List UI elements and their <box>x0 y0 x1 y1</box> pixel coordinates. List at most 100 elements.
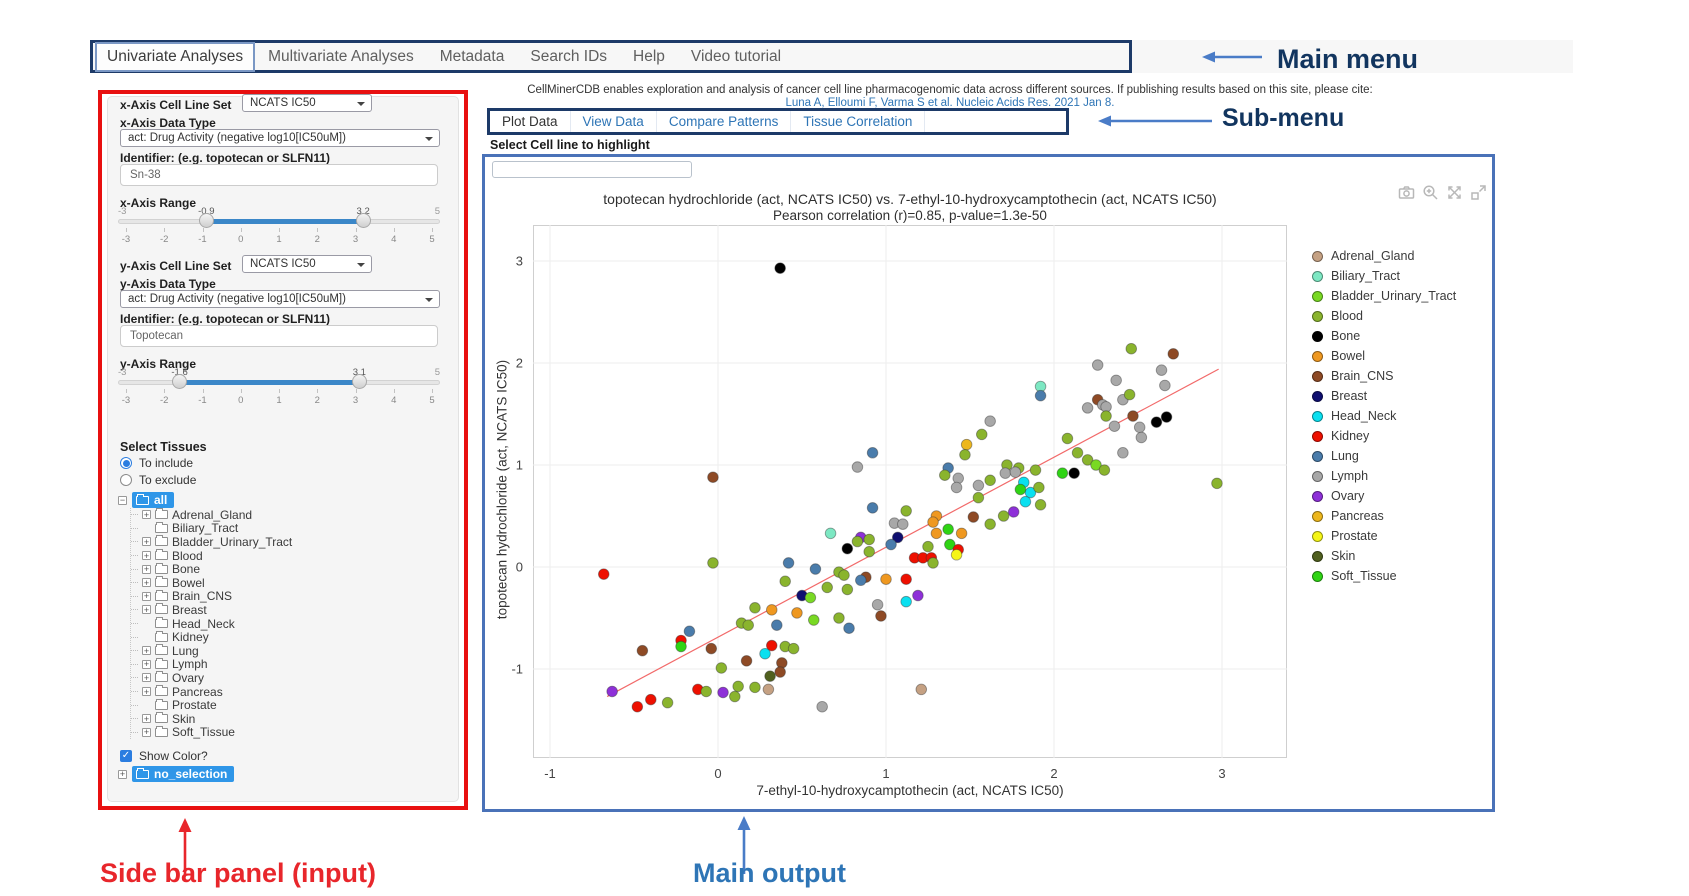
data-point[interactable] <box>900 595 912 608</box>
slider-handle-from[interactable] <box>198 213 214 228</box>
x-data-type-select[interactable]: act: Drug Activity (negative log10[IC50u… <box>120 129 440 147</box>
data-point[interactable] <box>875 610 887 622</box>
y-data-type-select[interactable]: act: Drug Activity (negative log10[IC50u… <box>120 290 440 308</box>
data-point[interactable] <box>1100 410 1112 422</box>
tree-node-tissue[interactable]: + Bladder_Urinary_Tract <box>131 535 292 549</box>
data-point[interactable] <box>950 481 963 494</box>
data-point[interactable] <box>984 474 996 487</box>
legend-item[interactable]: Adrenal_Gland <box>1312 246 1456 266</box>
expand-icon[interactable]: + <box>142 604 151 615</box>
data-point[interactable] <box>774 666 786 678</box>
tree-node-tissue[interactable]: + Soft_Tissue <box>131 725 292 739</box>
expand-icon[interactable]: + <box>142 727 151 738</box>
zoom-icon[interactable] <box>1422 184 1439 201</box>
scatter-plot[interactable]: -1 0 1 2 3 -1 0 1 2 3 <box>511 225 1287 781</box>
autoscale-icon[interactable] <box>1470 184 1487 201</box>
data-point[interactable] <box>959 449 971 461</box>
main-menu-item[interactable]: Univariate Analyses <box>95 41 256 72</box>
data-point[interactable] <box>900 505 912 517</box>
data-point[interactable] <box>1056 467 1069 479</box>
data-point[interactable] <box>997 510 1010 522</box>
data-point[interactable] <box>742 619 754 631</box>
tree-node-tissue[interactable]: Prostate <box>131 698 292 712</box>
show-color-row[interactable]: ✓ Show Color? <box>120 749 208 763</box>
data-point[interactable] <box>866 502 879 514</box>
data-point[interactable] <box>833 612 845 624</box>
data-point[interactable] <box>880 573 892 585</box>
legend-item[interactable]: Breast <box>1312 386 1456 406</box>
data-point[interactable] <box>885 538 897 551</box>
tree-node-tissue[interactable]: + Skin <box>131 712 292 726</box>
tree-node-tissue[interactable]: + Brain_CNS <box>131 589 292 603</box>
tree-node-tissue[interactable]: + Blood <box>131 549 292 563</box>
expand-icon[interactable]: + <box>142 672 151 683</box>
data-point[interactable] <box>1071 447 1084 459</box>
show-color-checkbox[interactable]: ✓ <box>120 750 132 762</box>
data-point[interactable] <box>843 622 855 634</box>
main-menu-item[interactable]: Search IDs <box>530 47 608 65</box>
legend-item[interactable]: Bone <box>1312 326 1456 346</box>
x-identifier-input[interactable] <box>120 164 438 186</box>
tree-node-tissue[interactable]: Kidney <box>131 630 292 644</box>
y-identifier-input[interactable] <box>120 325 438 347</box>
main-menu-item[interactable]: Video tutorial <box>690 47 782 65</box>
data-point[interactable] <box>972 479 985 492</box>
data-point[interactable] <box>764 670 776 682</box>
data-point[interactable] <box>863 533 875 546</box>
data-point[interactable] <box>766 604 778 616</box>
y-cell-line-set-select[interactable]: NCATS IC50 <box>242 255 372 273</box>
data-point[interactable] <box>1068 467 1080 479</box>
data-point[interactable] <box>804 591 817 604</box>
tree-node-tissue[interactable]: + Lymph <box>131 657 292 671</box>
data-point[interactable] <box>1091 359 1104 371</box>
tree-node-tissue[interactable]: + Bone <box>131 562 292 576</box>
expand-icon[interactable]: + <box>142 591 151 602</box>
radio-to-exclude[interactable]: To exclude <box>120 473 196 487</box>
no-selection-node[interactable]: + no_selection <box>118 766 235 782</box>
data-point[interactable] <box>927 557 939 569</box>
tree-node-tissue[interactable]: + Pancreas <box>131 685 292 699</box>
data-point[interactable] <box>967 511 980 523</box>
data-point[interactable] <box>774 262 786 274</box>
data-point[interactable] <box>1155 364 1168 376</box>
data-point[interactable] <box>1034 389 1047 402</box>
data-point[interactable] <box>598 568 610 580</box>
tree-node-tissue[interactable]: Biliary_Tract <box>131 521 292 535</box>
data-point[interactable] <box>1019 495 1032 508</box>
sub-menu-tab[interactable]: Compare Patterns <box>657 111 792 132</box>
tree-node-tissue[interactable]: Head_Neck <box>131 617 292 631</box>
data-point[interactable] <box>749 681 761 694</box>
data-point[interactable] <box>960 438 973 451</box>
data-point[interactable] <box>740 655 753 667</box>
data-point[interactable] <box>871 598 884 611</box>
data-point[interactable] <box>808 614 820 626</box>
data-point[interactable] <box>779 575 791 588</box>
data-point[interactable] <box>851 535 864 548</box>
expand-icon[interactable]: + <box>142 509 151 520</box>
data-point[interactable] <box>942 523 954 536</box>
legend-item[interactable]: Head_Neck <box>1312 406 1456 426</box>
legend-item[interactable]: Bowel <box>1312 346 1456 366</box>
data-point[interactable] <box>700 685 712 698</box>
collapse-icon[interactable]: − <box>118 495 127 505</box>
data-point[interactable] <box>762 683 775 696</box>
data-point[interactable] <box>999 467 1012 479</box>
data-point[interactable] <box>766 639 778 652</box>
data-point[interactable] <box>838 569 850 581</box>
data-point[interactable] <box>1123 388 1136 401</box>
data-point[interactable] <box>1034 499 1047 511</box>
data-point[interactable] <box>972 491 985 504</box>
data-point[interactable] <box>1159 379 1171 392</box>
data-point[interactable] <box>715 662 728 674</box>
main-menu-item[interactable]: Multivariate Analyses <box>268 47 414 65</box>
data-point[interactable] <box>984 415 996 427</box>
tree-node-all[interactable]: − all <box>118 492 292 508</box>
data-point[interactable] <box>1090 459 1102 471</box>
data-point[interactable] <box>912 589 924 602</box>
include-radio-icon[interactable] <box>120 457 132 469</box>
data-point[interactable] <box>1125 342 1138 355</box>
data-point[interactable] <box>866 447 879 459</box>
data-point[interactable] <box>950 549 963 561</box>
expand-icon[interactable]: + <box>142 659 151 670</box>
data-point[interactable] <box>782 557 795 569</box>
